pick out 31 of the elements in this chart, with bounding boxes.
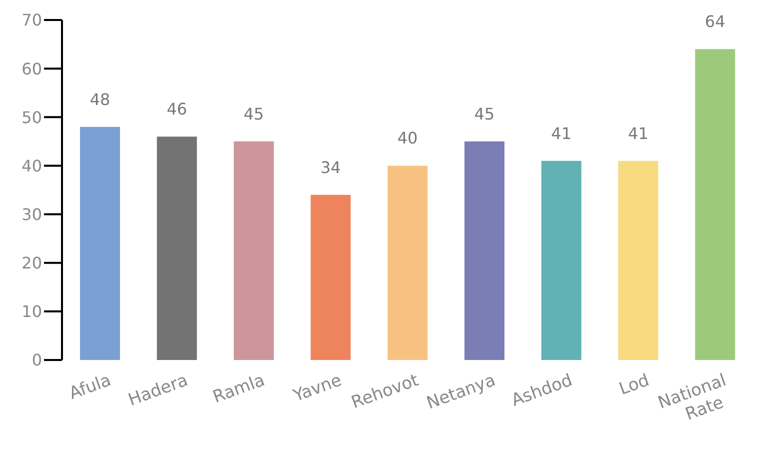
bar [156, 136, 197, 360]
data-label: 64 [704, 12, 726, 32]
y-tick-label: 0 [32, 350, 42, 370]
x-tick-label: Afula [66, 370, 114, 404]
data-label: 46 [166, 100, 188, 119]
y-tick-label: 60 [22, 59, 42, 78]
y-tick-label: 30 [22, 204, 42, 224]
y-tick-label: 20 [22, 254, 42, 273]
data-label: 45 [474, 104, 495, 124]
y-tick-label: 10 [22, 302, 42, 322]
x-tick-label: Yavne [290, 370, 344, 407]
data-label: 34 [320, 158, 341, 177]
bar [541, 160, 582, 360]
data-label: 48 [90, 90, 110, 109]
bar [695, 49, 736, 360]
bar [388, 166, 428, 360]
data-label: 41 [628, 124, 648, 143]
x-tick-label: Hadera [126, 370, 191, 410]
x-tick-label: Lod [616, 370, 652, 400]
data-label: 40 [397, 128, 418, 148]
y-tick-label: 50 [22, 108, 42, 127]
y-tick-label: 40 [22, 156, 42, 176]
x-tick-label: Ramla [210, 370, 268, 408]
data-label: 45 [244, 104, 264, 124]
data-label: 41 [551, 124, 572, 143]
bar [464, 141, 504, 360]
bar [80, 126, 120, 360]
y-tick-label: 70 [22, 10, 42, 30]
bar [618, 160, 658, 360]
bar [310, 194, 351, 360]
bar [234, 141, 274, 360]
